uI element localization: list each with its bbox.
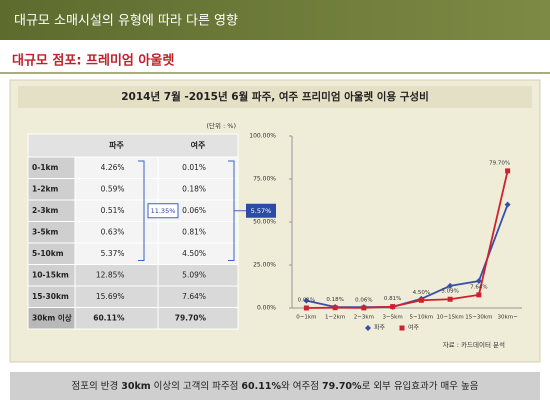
row-label: 3-5km bbox=[32, 227, 59, 236]
cell-value: 5.37% bbox=[101, 249, 125, 258]
y-tick-label: 100.00% bbox=[249, 133, 276, 140]
legend-marker bbox=[365, 325, 371, 331]
source: 자료 : 카드데이터 분석 bbox=[443, 340, 505, 349]
sum-box bbox=[147, 203, 179, 219]
footer-segment: 점포의 반경 bbox=[71, 380, 121, 392]
header-band bbox=[0, 0, 550, 40]
cell-value: 0.59% bbox=[101, 184, 125, 193]
footer-text: 점포의 반경 30km 이상의 고객의 파주점 60.11%와 여주점 79.7… bbox=[71, 380, 478, 392]
row-label: 15-30km bbox=[32, 292, 69, 301]
bracket bbox=[228, 160, 246, 261]
footer-segment: 79.70% bbox=[322, 381, 362, 392]
x-tick-label: 30km~ bbox=[498, 315, 519, 321]
legend-label: 파주 bbox=[374, 324, 386, 332]
marker bbox=[447, 296, 453, 302]
data-label: 79.70% bbox=[489, 160, 510, 166]
data-label: 0.18% bbox=[326, 297, 343, 303]
x-tick-label: 1~2km bbox=[325, 315, 345, 321]
header-title: 대규모 소매시설의 유형에 따라 다른 영향 bbox=[14, 14, 238, 29]
series-line bbox=[306, 170, 509, 309]
marker bbox=[504, 201, 511, 208]
cell-value: 0.06% bbox=[182, 206, 206, 215]
data-label: 4.50% bbox=[413, 290, 430, 296]
marker bbox=[418, 297, 424, 303]
cell-value: 7.64% bbox=[182, 292, 206, 301]
cell-value: 79.70% bbox=[175, 313, 207, 322]
subtitle: 대규모 점포: 프레미엄 아울렛 bbox=[12, 53, 174, 69]
column-header: 파주 bbox=[109, 140, 124, 150]
column-header: 여주 bbox=[191, 140, 206, 150]
footer-segment: 로 외부 유입효과가 매우 높음 bbox=[362, 380, 479, 392]
x-tick-label: 5~10km bbox=[410, 315, 434, 321]
data-label: 0.81% bbox=[384, 296, 401, 302]
cell-value: 4.50% bbox=[182, 249, 206, 258]
row-label: 30km 이상 bbox=[32, 312, 72, 322]
y-tick-label: 0.00% bbox=[257, 305, 276, 312]
cell-value: 0.01% bbox=[182, 163, 206, 172]
marker bbox=[332, 305, 338, 311]
row-label: 5-10km bbox=[32, 249, 64, 258]
y-tick-label: 50.00% bbox=[253, 219, 276, 226]
footer-band bbox=[10, 372, 540, 400]
data-label: 5.09% bbox=[441, 289, 458, 295]
panel-title-band bbox=[18, 86, 532, 108]
marker bbox=[303, 305, 309, 311]
x-tick-label: 10~15km bbox=[437, 315, 464, 321]
legend-label: 여주 bbox=[408, 324, 420, 332]
x-tick-label: 2~3km bbox=[354, 315, 374, 321]
sum-label: 5.57% bbox=[251, 207, 272, 215]
sum-label: 11.35% bbox=[151, 207, 176, 215]
legend-marker bbox=[399, 325, 405, 331]
row-label: 2-3km bbox=[32, 206, 59, 215]
footer-segment: 30km bbox=[121, 381, 151, 392]
cell-value: 0.51% bbox=[101, 206, 125, 215]
sum-box bbox=[246, 203, 276, 218]
cell-value: 12.85% bbox=[96, 270, 125, 279]
marker bbox=[303, 297, 310, 304]
x-tick-label: 0~1km bbox=[296, 315, 316, 321]
data-label: 0.01% bbox=[298, 297, 315, 303]
marker bbox=[447, 282, 454, 289]
marker bbox=[505, 168, 511, 174]
footer-segment: 60.11% bbox=[241, 381, 281, 392]
cell-value: 5.09% bbox=[182, 270, 206, 279]
data-label: 0.06% bbox=[355, 297, 372, 303]
x-tick-label: 3~5km bbox=[383, 315, 403, 321]
table: 파주 여주 0-1km 4.26% 0.01% 1-2km 0.59% 0.18% 2-3km 0… bbox=[27, 133, 276, 330]
cell-value: 15.69% bbox=[96, 292, 125, 301]
table-cell bbox=[157, 307, 239, 330]
marker bbox=[476, 292, 482, 298]
y-tick-label: 75.00% bbox=[253, 176, 276, 183]
data-label: 7.64% bbox=[470, 284, 487, 290]
footer-segment: 와 여주점 bbox=[281, 380, 322, 392]
cell-value: 0.63% bbox=[101, 227, 125, 236]
y-tick-label: 25.00% bbox=[253, 262, 276, 269]
footer-segment: 이상의 고객의 파주점 bbox=[151, 380, 242, 392]
cell-value: 0.18% bbox=[182, 184, 206, 193]
marker bbox=[390, 304, 396, 310]
x-tick-label: 15~30km bbox=[465, 315, 492, 321]
row-label: 0-1km bbox=[32, 163, 59, 172]
marker bbox=[361, 305, 367, 311]
cell-value: 60.11% bbox=[93, 313, 125, 322]
table-header-bg bbox=[27, 133, 239, 158]
row-label: 1-2km bbox=[32, 184, 59, 193]
panel-title: 2014년 7월 -2015년 6월 파주, 여주 프리미엄 아울렛 이용 구성… bbox=[121, 90, 429, 103]
cell-value: 0.81% bbox=[182, 227, 206, 236]
bracket bbox=[138, 160, 145, 261]
unit-label: (단위 : %) bbox=[206, 121, 236, 130]
cell-value: 4.26% bbox=[101, 163, 125, 172]
marker bbox=[475, 278, 482, 285]
chart: 0.00% 25.00% 50.00% 75.00% 100.00% 0~1km 1~2km… bbox=[249, 133, 522, 332]
row-label: 10-15km bbox=[32, 270, 69, 279]
